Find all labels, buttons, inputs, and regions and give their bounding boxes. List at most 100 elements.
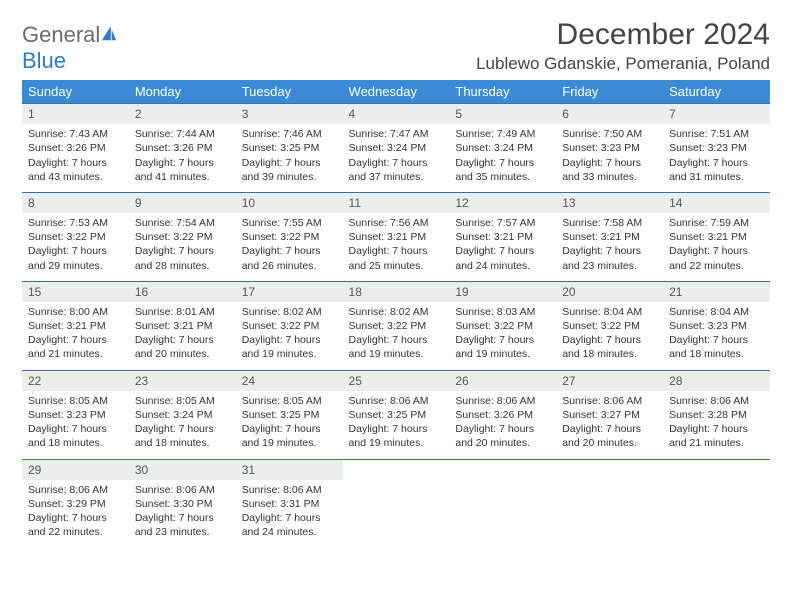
day-number-cell: 24 (236, 370, 343, 391)
sunset-line: Sunset: 3:22 PM (562, 319, 657, 333)
day-number-cell: 6 (556, 104, 663, 125)
sunrise-line: Sunrise: 8:06 AM (28, 483, 123, 497)
sunset-line: Sunset: 3:23 PM (669, 141, 764, 155)
daylight-line: Daylight: 7 hours and 19 minutes. (349, 333, 444, 361)
sunrise-line: Sunrise: 8:01 AM (135, 305, 230, 319)
weekday-header: Thursday (449, 80, 556, 104)
sunrise-line: Sunrise: 8:06 AM (242, 483, 337, 497)
day-number-cell: 22 (22, 370, 129, 391)
day-content-cell: Sunrise: 8:05 AMSunset: 3:24 PMDaylight:… (129, 391, 236, 459)
day-content-cell (449, 480, 556, 548)
day-number-cell: 25 (343, 370, 450, 391)
day-number-cell (449, 459, 556, 480)
sunset-line: Sunset: 3:25 PM (242, 141, 337, 155)
day-number-row: 293031 (22, 459, 770, 480)
sunrise-line: Sunrise: 8:06 AM (669, 394, 764, 408)
day-number-row: 1234567 (22, 104, 770, 125)
sunset-line: Sunset: 3:22 PM (349, 319, 444, 333)
sunrise-line: Sunrise: 7:56 AM (349, 216, 444, 230)
daylight-line: Daylight: 7 hours and 19 minutes. (242, 333, 337, 361)
sunrise-line: Sunrise: 7:53 AM (28, 216, 123, 230)
weekday-header-row: SundayMondayTuesdayWednesdayThursdayFrid… (22, 80, 770, 104)
sunrise-line: Sunrise: 8:06 AM (135, 483, 230, 497)
day-number-cell: 18 (343, 281, 450, 302)
day-content-cell (663, 480, 770, 548)
day-number-cell: 13 (556, 192, 663, 213)
daylight-line: Daylight: 7 hours and 39 minutes. (242, 156, 337, 184)
day-content-cell: Sunrise: 7:57 AMSunset: 3:21 PMDaylight:… (449, 213, 556, 281)
sunrise-line: Sunrise: 7:51 AM (669, 127, 764, 141)
day-content-cell: Sunrise: 7:59 AMSunset: 3:21 PMDaylight:… (663, 213, 770, 281)
day-content-cell: Sunrise: 8:06 AMSunset: 3:30 PMDaylight:… (129, 480, 236, 548)
daylight-line: Daylight: 7 hours and 22 minutes. (669, 244, 764, 272)
day-content-cell: Sunrise: 7:58 AMSunset: 3:21 PMDaylight:… (556, 213, 663, 281)
day-number-cell: 19 (449, 281, 556, 302)
sunset-line: Sunset: 3:25 PM (349, 408, 444, 422)
day-content-row: Sunrise: 7:53 AMSunset: 3:22 PMDaylight:… (22, 213, 770, 281)
sunrise-line: Sunrise: 8:06 AM (455, 394, 550, 408)
day-number-cell: 29 (22, 459, 129, 480)
sunset-line: Sunset: 3:27 PM (562, 408, 657, 422)
sunset-line: Sunset: 3:30 PM (135, 497, 230, 511)
daylight-line: Daylight: 7 hours and 23 minutes. (562, 244, 657, 272)
sunset-line: Sunset: 3:28 PM (669, 408, 764, 422)
sunrise-line: Sunrise: 8:06 AM (349, 394, 444, 408)
daylight-line: Daylight: 7 hours and 28 minutes. (135, 244, 230, 272)
day-number-cell: 30 (129, 459, 236, 480)
day-number-cell: 4 (343, 104, 450, 125)
month-title: December 2024 (476, 18, 770, 52)
sunrise-line: Sunrise: 7:43 AM (28, 127, 123, 141)
sunset-line: Sunset: 3:21 PM (669, 230, 764, 244)
day-number-cell: 15 (22, 281, 129, 302)
day-number-cell: 27 (556, 370, 663, 391)
day-content-cell (556, 480, 663, 548)
sunrise-line: Sunrise: 7:46 AM (242, 127, 337, 141)
sunset-line: Sunset: 3:24 PM (349, 141, 444, 155)
day-number-cell: 8 (22, 192, 129, 213)
sunrise-line: Sunrise: 8:03 AM (455, 305, 550, 319)
day-content-cell: Sunrise: 7:53 AMSunset: 3:22 PMDaylight:… (22, 213, 129, 281)
sunset-line: Sunset: 3:22 PM (242, 230, 337, 244)
weekday-header: Monday (129, 80, 236, 104)
sunrise-line: Sunrise: 7:49 AM (455, 127, 550, 141)
day-content-cell: Sunrise: 7:43 AMSunset: 3:26 PMDaylight:… (22, 124, 129, 192)
sunrise-line: Sunrise: 8:05 AM (28, 394, 123, 408)
day-content-row: Sunrise: 8:05 AMSunset: 3:23 PMDaylight:… (22, 391, 770, 459)
sunset-line: Sunset: 3:22 PM (28, 230, 123, 244)
day-content-row: Sunrise: 7:43 AMSunset: 3:26 PMDaylight:… (22, 124, 770, 192)
day-number-cell: 5 (449, 104, 556, 125)
sunset-line: Sunset: 3:24 PM (135, 408, 230, 422)
sunset-line: Sunset: 3:23 PM (28, 408, 123, 422)
sunrise-line: Sunrise: 7:54 AM (135, 216, 230, 230)
daylight-line: Daylight: 7 hours and 26 minutes. (242, 244, 337, 272)
daylight-line: Daylight: 7 hours and 18 minutes. (28, 422, 123, 450)
daylight-line: Daylight: 7 hours and 18 minutes. (562, 333, 657, 361)
daylight-line: Daylight: 7 hours and 19 minutes. (455, 333, 550, 361)
sunset-line: Sunset: 3:21 PM (28, 319, 123, 333)
day-number-cell: 20 (556, 281, 663, 302)
daylight-line: Daylight: 7 hours and 21 minutes. (669, 422, 764, 450)
weekday-header: Saturday (663, 80, 770, 104)
day-content-cell: Sunrise: 8:04 AMSunset: 3:22 PMDaylight:… (556, 302, 663, 370)
sunrise-line: Sunrise: 7:47 AM (349, 127, 444, 141)
day-number-cell (343, 459, 450, 480)
daylight-line: Daylight: 7 hours and 35 minutes. (455, 156, 550, 184)
day-content-cell: Sunrise: 8:05 AMSunset: 3:25 PMDaylight:… (236, 391, 343, 459)
sunset-line: Sunset: 3:23 PM (562, 141, 657, 155)
daylight-line: Daylight: 7 hours and 22 minutes. (28, 511, 123, 539)
sunrise-line: Sunrise: 7:50 AM (562, 127, 657, 141)
day-number-cell: 12 (449, 192, 556, 213)
day-number-cell: 3 (236, 104, 343, 125)
daylight-line: Daylight: 7 hours and 25 minutes. (349, 244, 444, 272)
daylight-line: Daylight: 7 hours and 19 minutes. (242, 422, 337, 450)
day-number-cell: 7 (663, 104, 770, 125)
sunset-line: Sunset: 3:25 PM (242, 408, 337, 422)
day-content-cell: Sunrise: 8:06 AMSunset: 3:27 PMDaylight:… (556, 391, 663, 459)
day-number-cell (663, 459, 770, 480)
header: General Blue December 2024 Lublewo Gdans… (22, 18, 770, 74)
sunset-line: Sunset: 3:22 PM (242, 319, 337, 333)
daylight-line: Daylight: 7 hours and 23 minutes. (135, 511, 230, 539)
sunset-line: Sunset: 3:24 PM (455, 141, 550, 155)
daylight-line: Daylight: 7 hours and 37 minutes. (349, 156, 444, 184)
day-content-cell: Sunrise: 7:54 AMSunset: 3:22 PMDaylight:… (129, 213, 236, 281)
